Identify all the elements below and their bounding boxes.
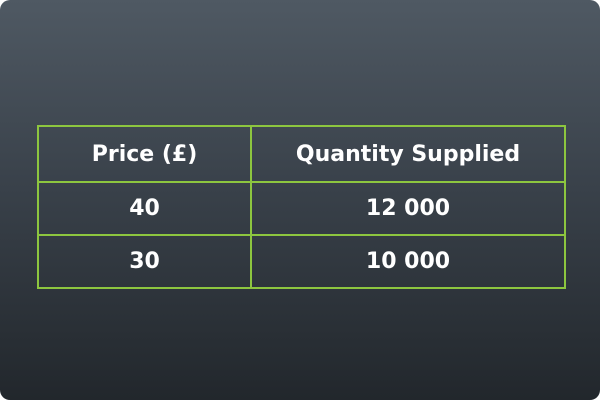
supply-table: Price (£) Quantity Supplied 40 12 000 30…	[37, 125, 566, 289]
table-row: 30 10 000	[37, 234, 566, 289]
header-price: Price (£)	[37, 125, 252, 183]
cell-price: 30	[37, 234, 252, 289]
cell-quantity: 10 000	[250, 234, 566, 289]
header-quantity-supplied: Quantity Supplied	[250, 125, 566, 183]
table-row: 40 12 000	[37, 181, 566, 236]
table-header-row: Price (£) Quantity Supplied	[37, 125, 566, 183]
cell-price: 40	[37, 181, 252, 236]
cell-quantity: 12 000	[250, 181, 566, 236]
